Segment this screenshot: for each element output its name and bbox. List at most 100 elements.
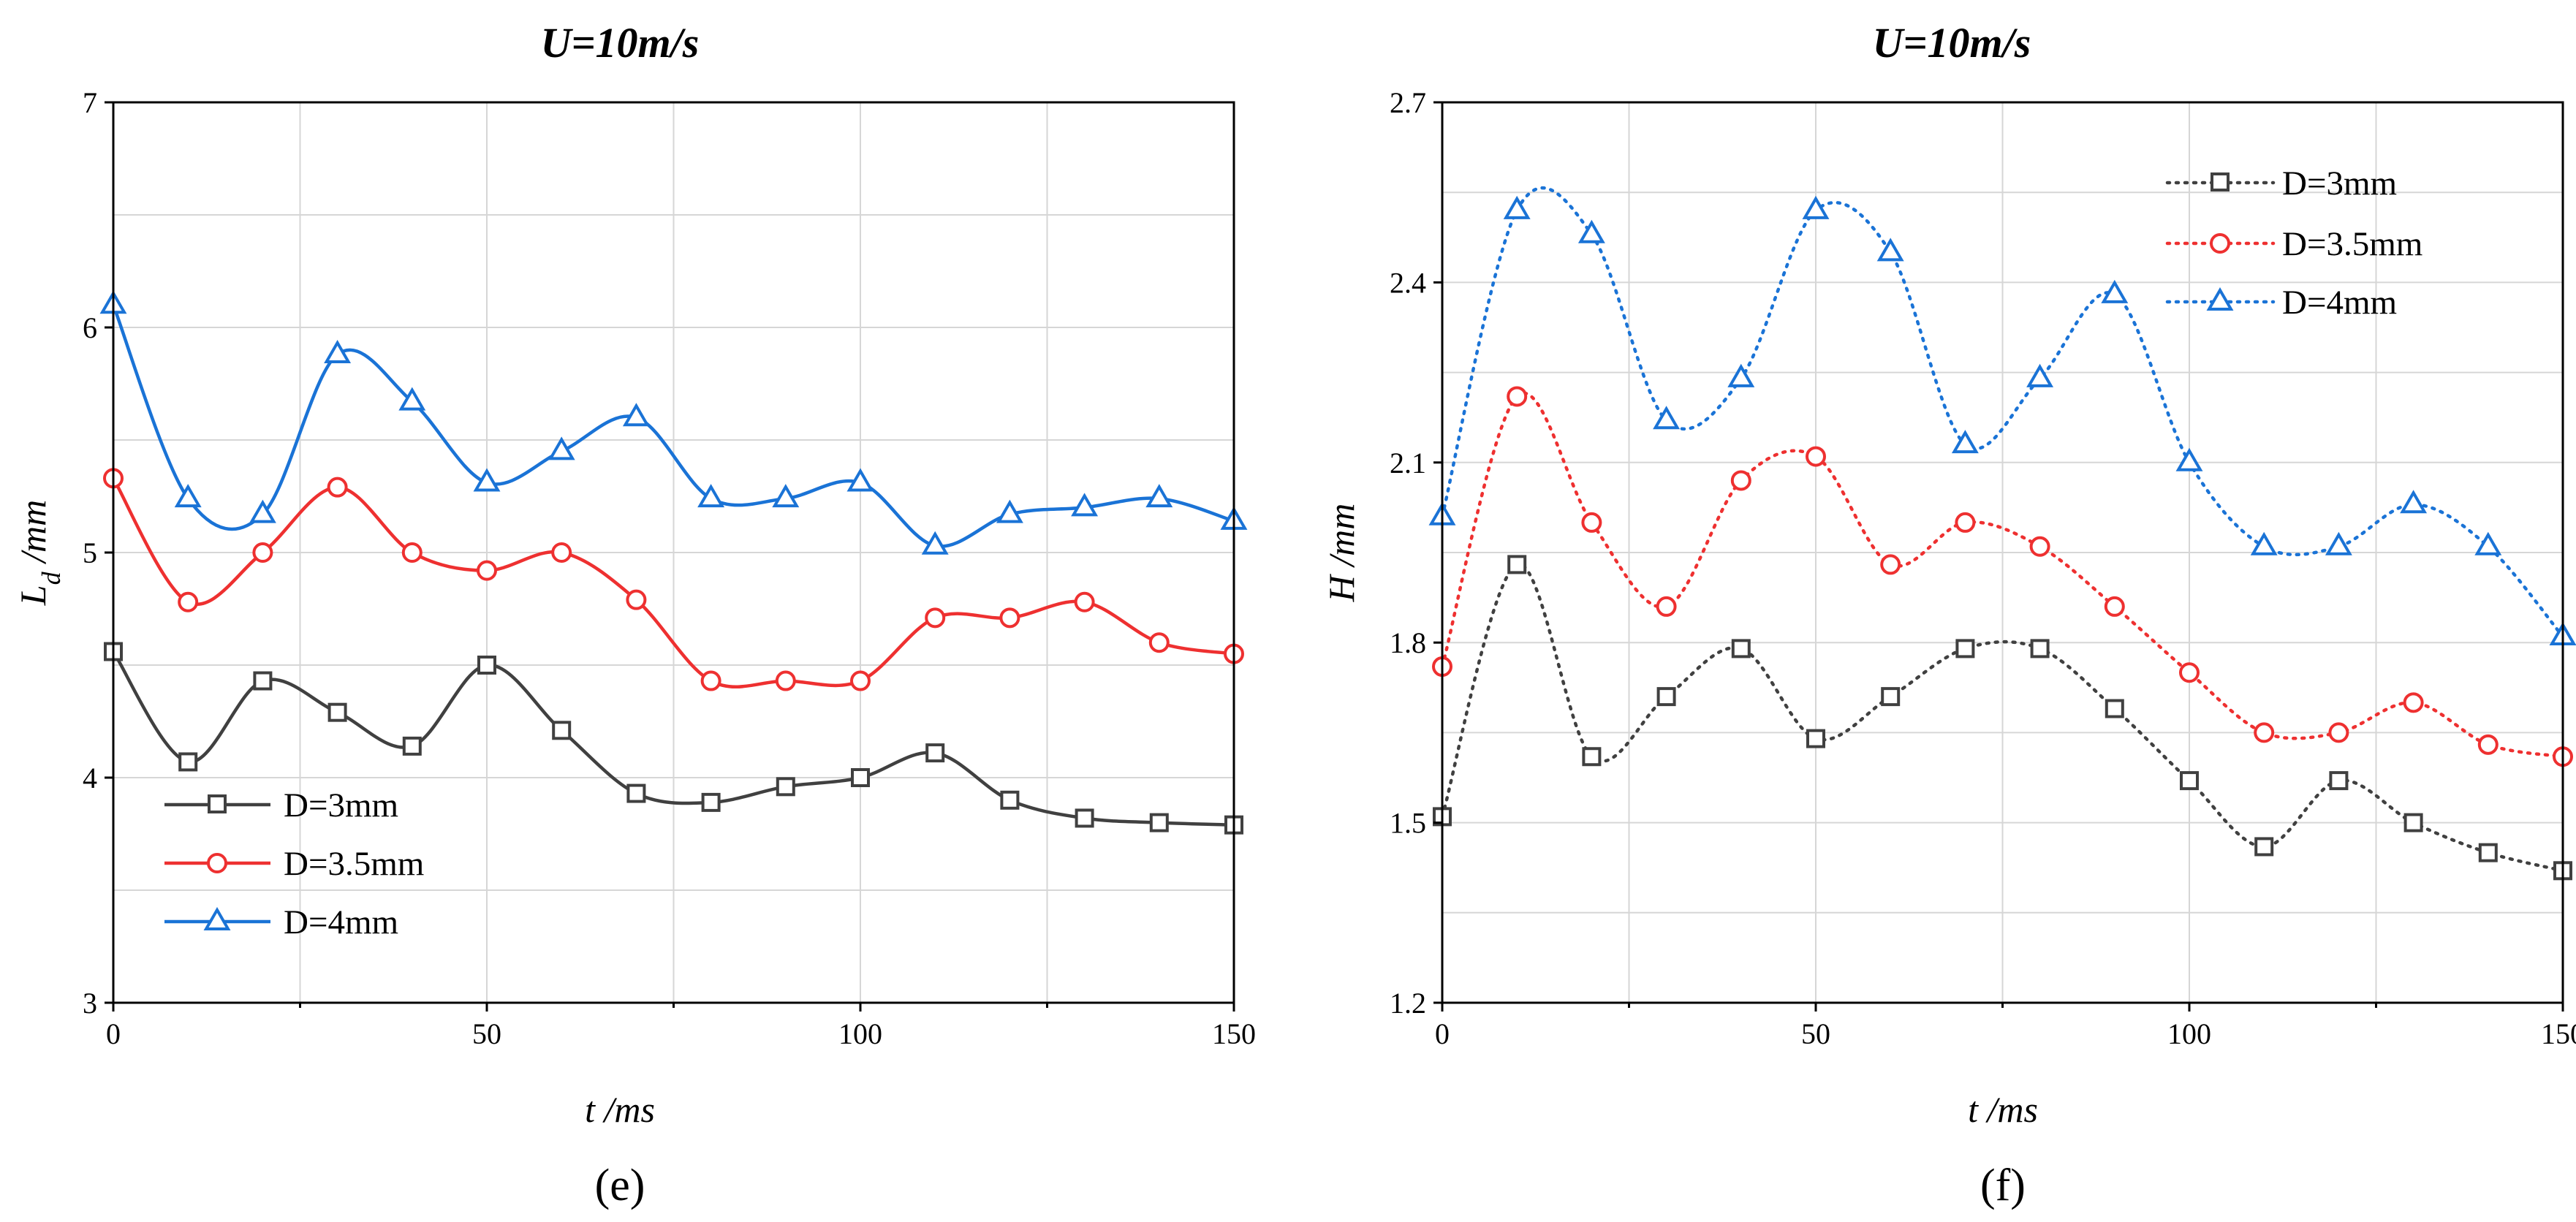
- legend-item-d35: D=3.5mm: [164, 845, 424, 883]
- x-tick-label: 150: [2541, 1017, 2576, 1050]
- data-point-square: [1149, 813, 1169, 832]
- y-tick-label: 2.1: [1390, 447, 1426, 479]
- x-tick-label: 100: [2167, 1017, 2211, 1050]
- data-point-circle: [1148, 632, 1170, 653]
- data-point-triangle: [1802, 195, 1830, 219]
- data-point-square: [1955, 639, 1975, 659]
- data-point-triangle: [1727, 363, 1755, 387]
- data-point-triangle: [921, 531, 949, 555]
- data-point-square: [1881, 687, 1901, 707]
- legend-marker-square: [208, 794, 227, 813]
- y-tick-label: 7: [83, 86, 97, 119]
- data-point-circle: [1806, 446, 1826, 467]
- data-point-triangle: [2175, 447, 2203, 471]
- data-point-square: [1731, 639, 1751, 659]
- x-tick-label: 0: [1435, 1017, 1450, 1050]
- chart-panel-e: U=10m/s 0 50 100 150 3 4 5 6 7 t /ms Ld /mm D=3m…: [12, 19, 1256, 1210]
- data-point-square: [2254, 837, 2274, 857]
- data-point-square: [776, 777, 795, 797]
- data-point-square: [701, 792, 721, 812]
- data-point-square: [1000, 790, 1020, 810]
- data-point-circle: [1955, 512, 1976, 533]
- legend-item-d4: D=4mm: [2165, 284, 2397, 322]
- chart-title: U=10m/s: [1873, 19, 2031, 67]
- data-point-square: [2180, 771, 2199, 791]
- y-axis-label-main: H: [1321, 573, 1362, 602]
- chart-panel-f: U=10m/s 0 50 100 150 1.2 1.5 1.8 2.1 2.4 2.7 t /m…: [1321, 19, 2576, 1210]
- axis-ticks: 0 50 100 150 1.2 1.5 1.8 2.1 2.4 2.7: [1390, 86, 2576, 1050]
- data-point-triangle: [398, 387, 426, 411]
- data-point-circle: [2029, 536, 2050, 557]
- data-point-square: [925, 743, 945, 763]
- data-point-square: [1507, 555, 1527, 574]
- data-point-triangle: [1071, 493, 1099, 517]
- data-point-triangle: [2026, 363, 2054, 387]
- legend-item-d3: D=3mm: [164, 786, 398, 824]
- data-point-triangle: [2400, 490, 2428, 514]
- data-point-square: [2030, 639, 2050, 659]
- y-tick-label: 4: [83, 762, 97, 794]
- series-line-d35: [112, 477, 1235, 688]
- legend-marker-triangle: [203, 906, 231, 930]
- data-point-circle: [1656, 596, 1677, 617]
- legend-label-d35: D=3.5mm: [284, 845, 424, 883]
- y-axis-label: Ld /mm: [12, 500, 66, 606]
- data-point-square: [327, 702, 347, 722]
- chart-title: U=10m/s: [541, 19, 700, 67]
- data-point-circle: [2403, 692, 2424, 713]
- data-point-triangle: [1503, 195, 1531, 219]
- data-point-square: [1582, 747, 1602, 767]
- data-point-triangle: [174, 484, 202, 508]
- data-point-triangle: [772, 484, 800, 508]
- data-point-circle: [1581, 512, 1602, 533]
- data-point-circle: [2179, 662, 2200, 683]
- x-tick-label: 100: [838, 1017, 882, 1050]
- axis-ticks: 0 50 100 150 3 4 5 6 7: [83, 86, 1256, 1050]
- data-point-triangle: [846, 468, 874, 492]
- x-tick-label: 0: [106, 1017, 121, 1050]
- data-point-circle: [1507, 386, 1528, 407]
- data-point-triangle: [1951, 430, 1979, 454]
- data-point-triangle: [1145, 484, 1173, 508]
- series-markers: [1428, 195, 2576, 881]
- y-tick-label: 5: [83, 536, 97, 569]
- data-point-triangle: [473, 468, 501, 492]
- data-point-triangle: [324, 339, 352, 363]
- legend-marker-circle: [207, 853, 227, 873]
- y-tick-label: 2.7: [1390, 86, 1426, 119]
- data-point-triangle: [249, 499, 276, 523]
- data-point-triangle: [2250, 531, 2278, 555]
- legend-item-d4: D=4mm: [164, 903, 398, 941]
- y-axis-label-main: L: [12, 585, 53, 606]
- data-point-square: [477, 656, 496, 675]
- data-point-triangle: [1577, 219, 1605, 243]
- data-point-square: [552, 721, 572, 740]
- y-axis-label-subscript: d: [37, 571, 66, 585]
- data-point-square: [1075, 808, 1094, 828]
- data-point-circle: [700, 670, 721, 691]
- data-point-square: [2105, 699, 2124, 718]
- data-point-circle: [477, 560, 497, 581]
- data-point-triangle: [996, 499, 1023, 523]
- data-point-triangle: [2101, 279, 2129, 303]
- data-point-triangle: [2325, 531, 2352, 555]
- data-point-triangle: [548, 436, 575, 460]
- data-point-square: [1656, 687, 1676, 707]
- data-point-circle: [1730, 470, 1751, 491]
- y-axis-label-unit: /mm: [12, 500, 53, 572]
- data-point-triangle: [2474, 531, 2502, 555]
- legend: D=3mm D=3.5mm D=4mm: [164, 786, 424, 941]
- data-point-square: [178, 752, 198, 772]
- data-point-circle: [999, 607, 1020, 629]
- x-tick-label: 150: [1212, 1017, 1256, 1050]
- data-point-square: [2478, 843, 2498, 862]
- data-point-square: [626, 783, 646, 803]
- x-axis-label: t /ms: [585, 1089, 655, 1130]
- legend-label-d35: D=3.5mm: [2282, 225, 2422, 263]
- legend-marker-triangle: [2206, 286, 2234, 311]
- legend-item-d35: D=3.5mm: [2165, 225, 2422, 263]
- data-point-circle: [178, 591, 199, 612]
- data-point-circle: [1880, 554, 1901, 575]
- x-tick-label: 50: [472, 1017, 501, 1050]
